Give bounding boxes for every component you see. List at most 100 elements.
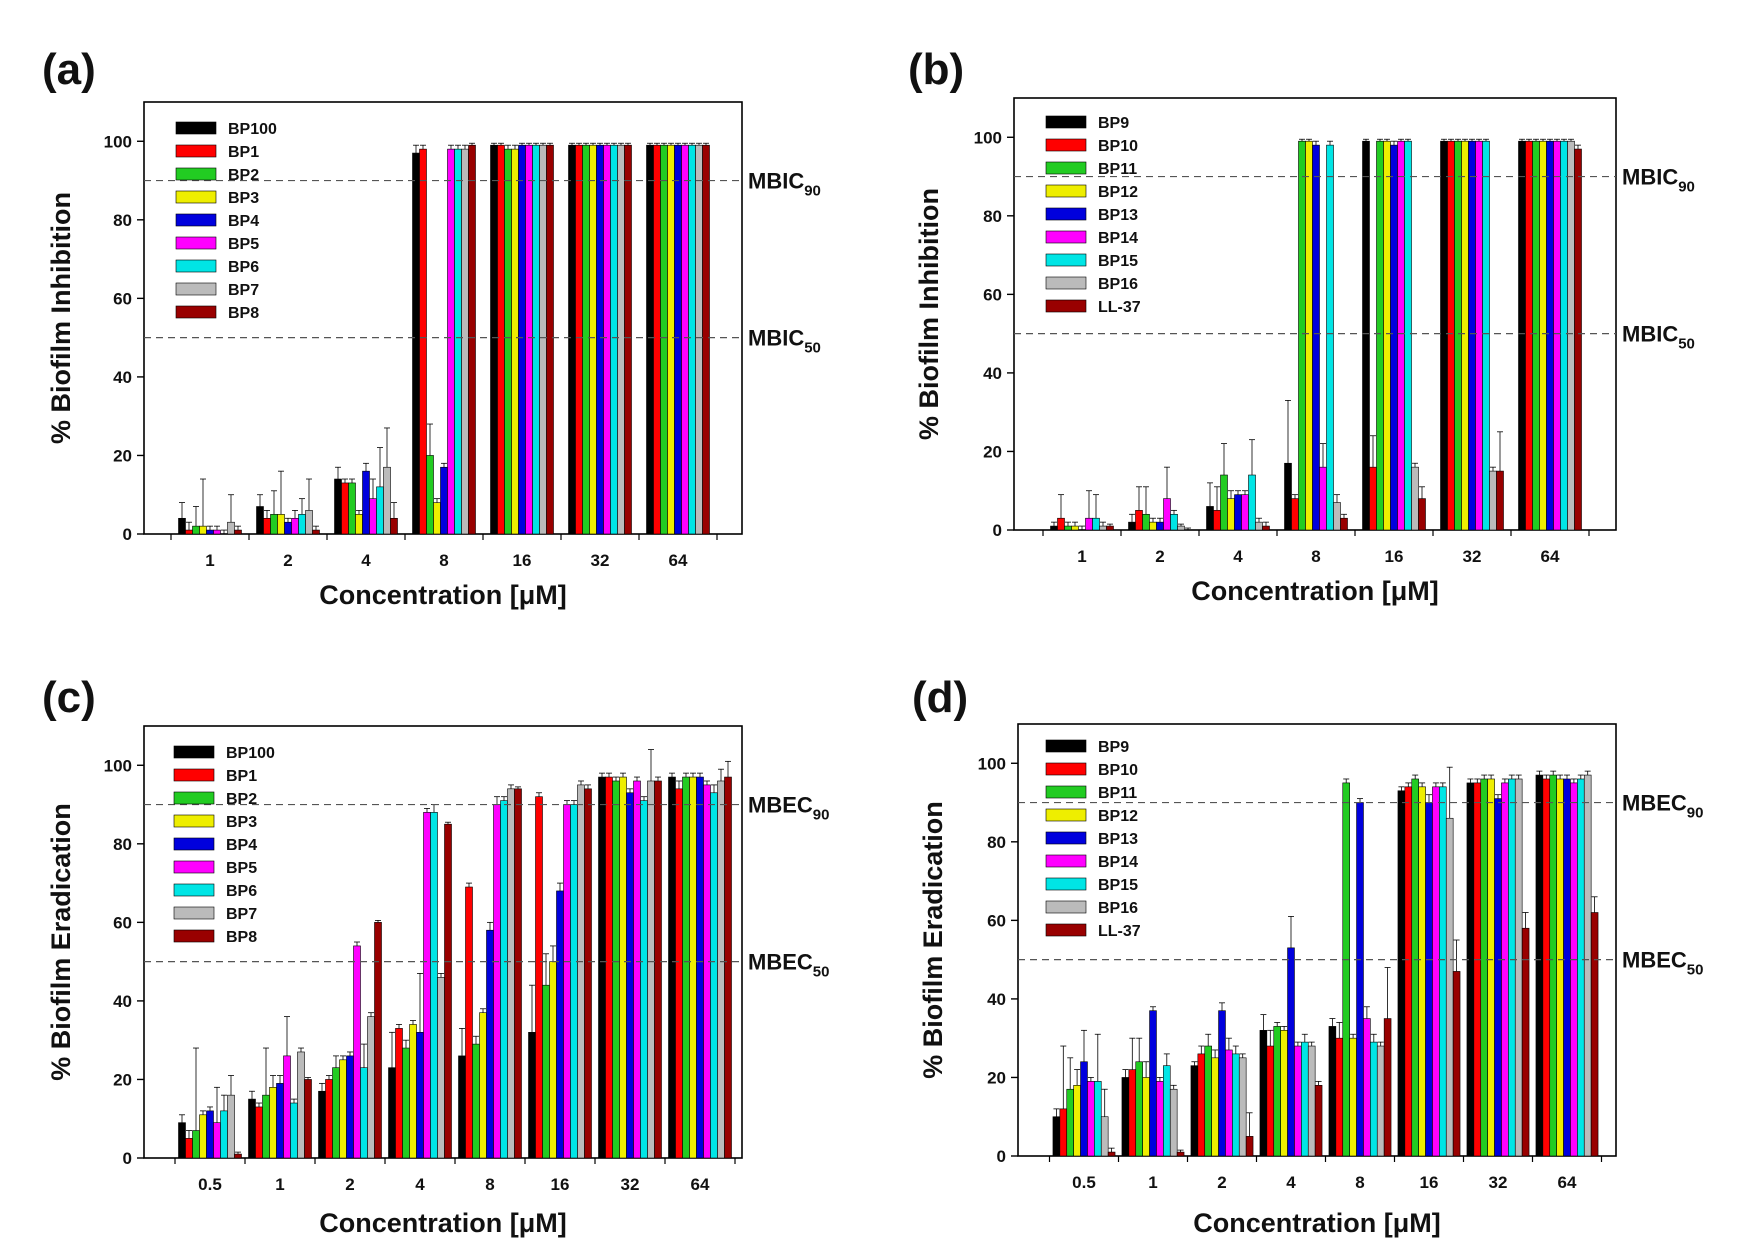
bar xyxy=(1549,774,1557,1157)
bar xyxy=(624,144,632,535)
bar xyxy=(598,776,606,1159)
y-tick-label: 60 xyxy=(987,911,1006,930)
legend-swatch xyxy=(1045,299,1087,313)
legend-swatch xyxy=(1045,207,1087,221)
bar xyxy=(724,776,732,1159)
bar xyxy=(1369,466,1377,531)
legend-swatch xyxy=(1045,276,1087,290)
bar xyxy=(1411,466,1419,531)
x-tick-label: 0.5 xyxy=(198,1175,222,1194)
legend-label: BP12 xyxy=(1098,184,1138,201)
threshold-label: MBEC90 xyxy=(1622,791,1703,822)
x-tick-label: 8 xyxy=(485,1175,494,1194)
threshold-label-main: MBEC xyxy=(1622,791,1687,816)
bar xyxy=(402,1047,410,1159)
x-tick-label: 4 xyxy=(361,551,371,570)
threshold-label: MBIC90 xyxy=(1622,165,1695,196)
panel-letter: (a) xyxy=(42,45,96,94)
legend-swatch xyxy=(1045,785,1087,799)
bar xyxy=(1342,782,1350,1157)
threshold-label: MBIC50 xyxy=(748,326,821,357)
bar xyxy=(1461,140,1469,531)
bar xyxy=(1059,1108,1068,1157)
legend-swatch xyxy=(175,144,217,158)
bar xyxy=(426,455,434,535)
bar xyxy=(1218,1010,1226,1157)
bar xyxy=(1532,140,1540,531)
bar xyxy=(1197,1053,1206,1157)
bar xyxy=(284,521,292,535)
bar xyxy=(563,804,571,1159)
y-tick-label: 0 xyxy=(993,521,1002,540)
bar xyxy=(263,517,271,535)
x-tick-label: 4 xyxy=(415,1175,425,1194)
bar xyxy=(1508,778,1516,1157)
bar xyxy=(1169,1088,1178,1157)
bar xyxy=(1177,525,1185,531)
bar xyxy=(486,929,494,1159)
bar xyxy=(360,1067,368,1159)
x-tick-label: 2 xyxy=(283,551,292,570)
x-axis-title: Concentration [μM] xyxy=(1191,576,1439,606)
bar xyxy=(479,1012,487,1159)
bar xyxy=(1273,1026,1281,1157)
legend-swatch xyxy=(175,305,217,319)
bar xyxy=(1501,782,1509,1157)
bar xyxy=(1149,1010,1157,1157)
bar xyxy=(596,144,604,535)
x-tick-label: 32 xyxy=(621,1175,640,1194)
bar xyxy=(465,886,473,1159)
x-tick-label: 16 xyxy=(1420,1173,1439,1192)
bar xyxy=(1234,494,1242,531)
panel-letter: (c) xyxy=(42,673,96,722)
bar xyxy=(1220,474,1228,531)
threshold-label-sub: 50 xyxy=(813,964,830,981)
bar xyxy=(603,144,611,535)
legend-swatch xyxy=(175,282,217,296)
bar xyxy=(710,792,718,1159)
bar xyxy=(1546,140,1554,531)
legend-label: BP12 xyxy=(1098,808,1138,825)
bar xyxy=(1149,521,1157,531)
bar xyxy=(1468,140,1476,531)
y-tick-label: 80 xyxy=(113,835,132,854)
legend-label: BP11 xyxy=(1098,785,1137,802)
bar xyxy=(192,525,200,535)
bar xyxy=(1106,525,1114,531)
bar xyxy=(626,792,634,1159)
legend-swatch xyxy=(1045,739,1087,753)
bar xyxy=(374,922,382,1159)
bar xyxy=(1050,525,1058,531)
bar xyxy=(1156,1081,1164,1157)
y-tick-label: 80 xyxy=(113,211,132,230)
bar xyxy=(419,148,427,535)
bar xyxy=(1452,971,1461,1157)
bar xyxy=(395,1028,403,1159)
legend-swatch xyxy=(1045,762,1087,776)
panel-letter: (b) xyxy=(908,45,964,94)
bar xyxy=(447,148,455,535)
x-tick-label: 2 xyxy=(1217,1173,1226,1192)
y-axis-title: % Biofilm Inhibition xyxy=(914,188,944,440)
bar xyxy=(1163,1065,1171,1157)
bar xyxy=(1291,498,1299,531)
bar xyxy=(454,148,462,535)
bar xyxy=(213,1122,221,1159)
bar xyxy=(1298,140,1306,531)
legend-label: BP1 xyxy=(228,144,259,161)
legend-swatch xyxy=(175,213,217,227)
bar xyxy=(1206,506,1214,531)
y-axis-title: % Biofilm Eradication xyxy=(918,801,948,1079)
bar xyxy=(304,1079,312,1159)
bar xyxy=(277,514,285,535)
threshold-label-sub: 90 xyxy=(813,807,830,824)
y-tick-label: 0 xyxy=(123,525,132,544)
bar xyxy=(1066,1088,1074,1157)
x-tick-label: 8 xyxy=(1355,1173,1364,1192)
bar xyxy=(1280,1030,1288,1157)
threshold-label-main: MBIC xyxy=(1622,322,1678,347)
bar xyxy=(549,961,557,1159)
bar xyxy=(362,470,370,535)
bar xyxy=(227,521,235,535)
